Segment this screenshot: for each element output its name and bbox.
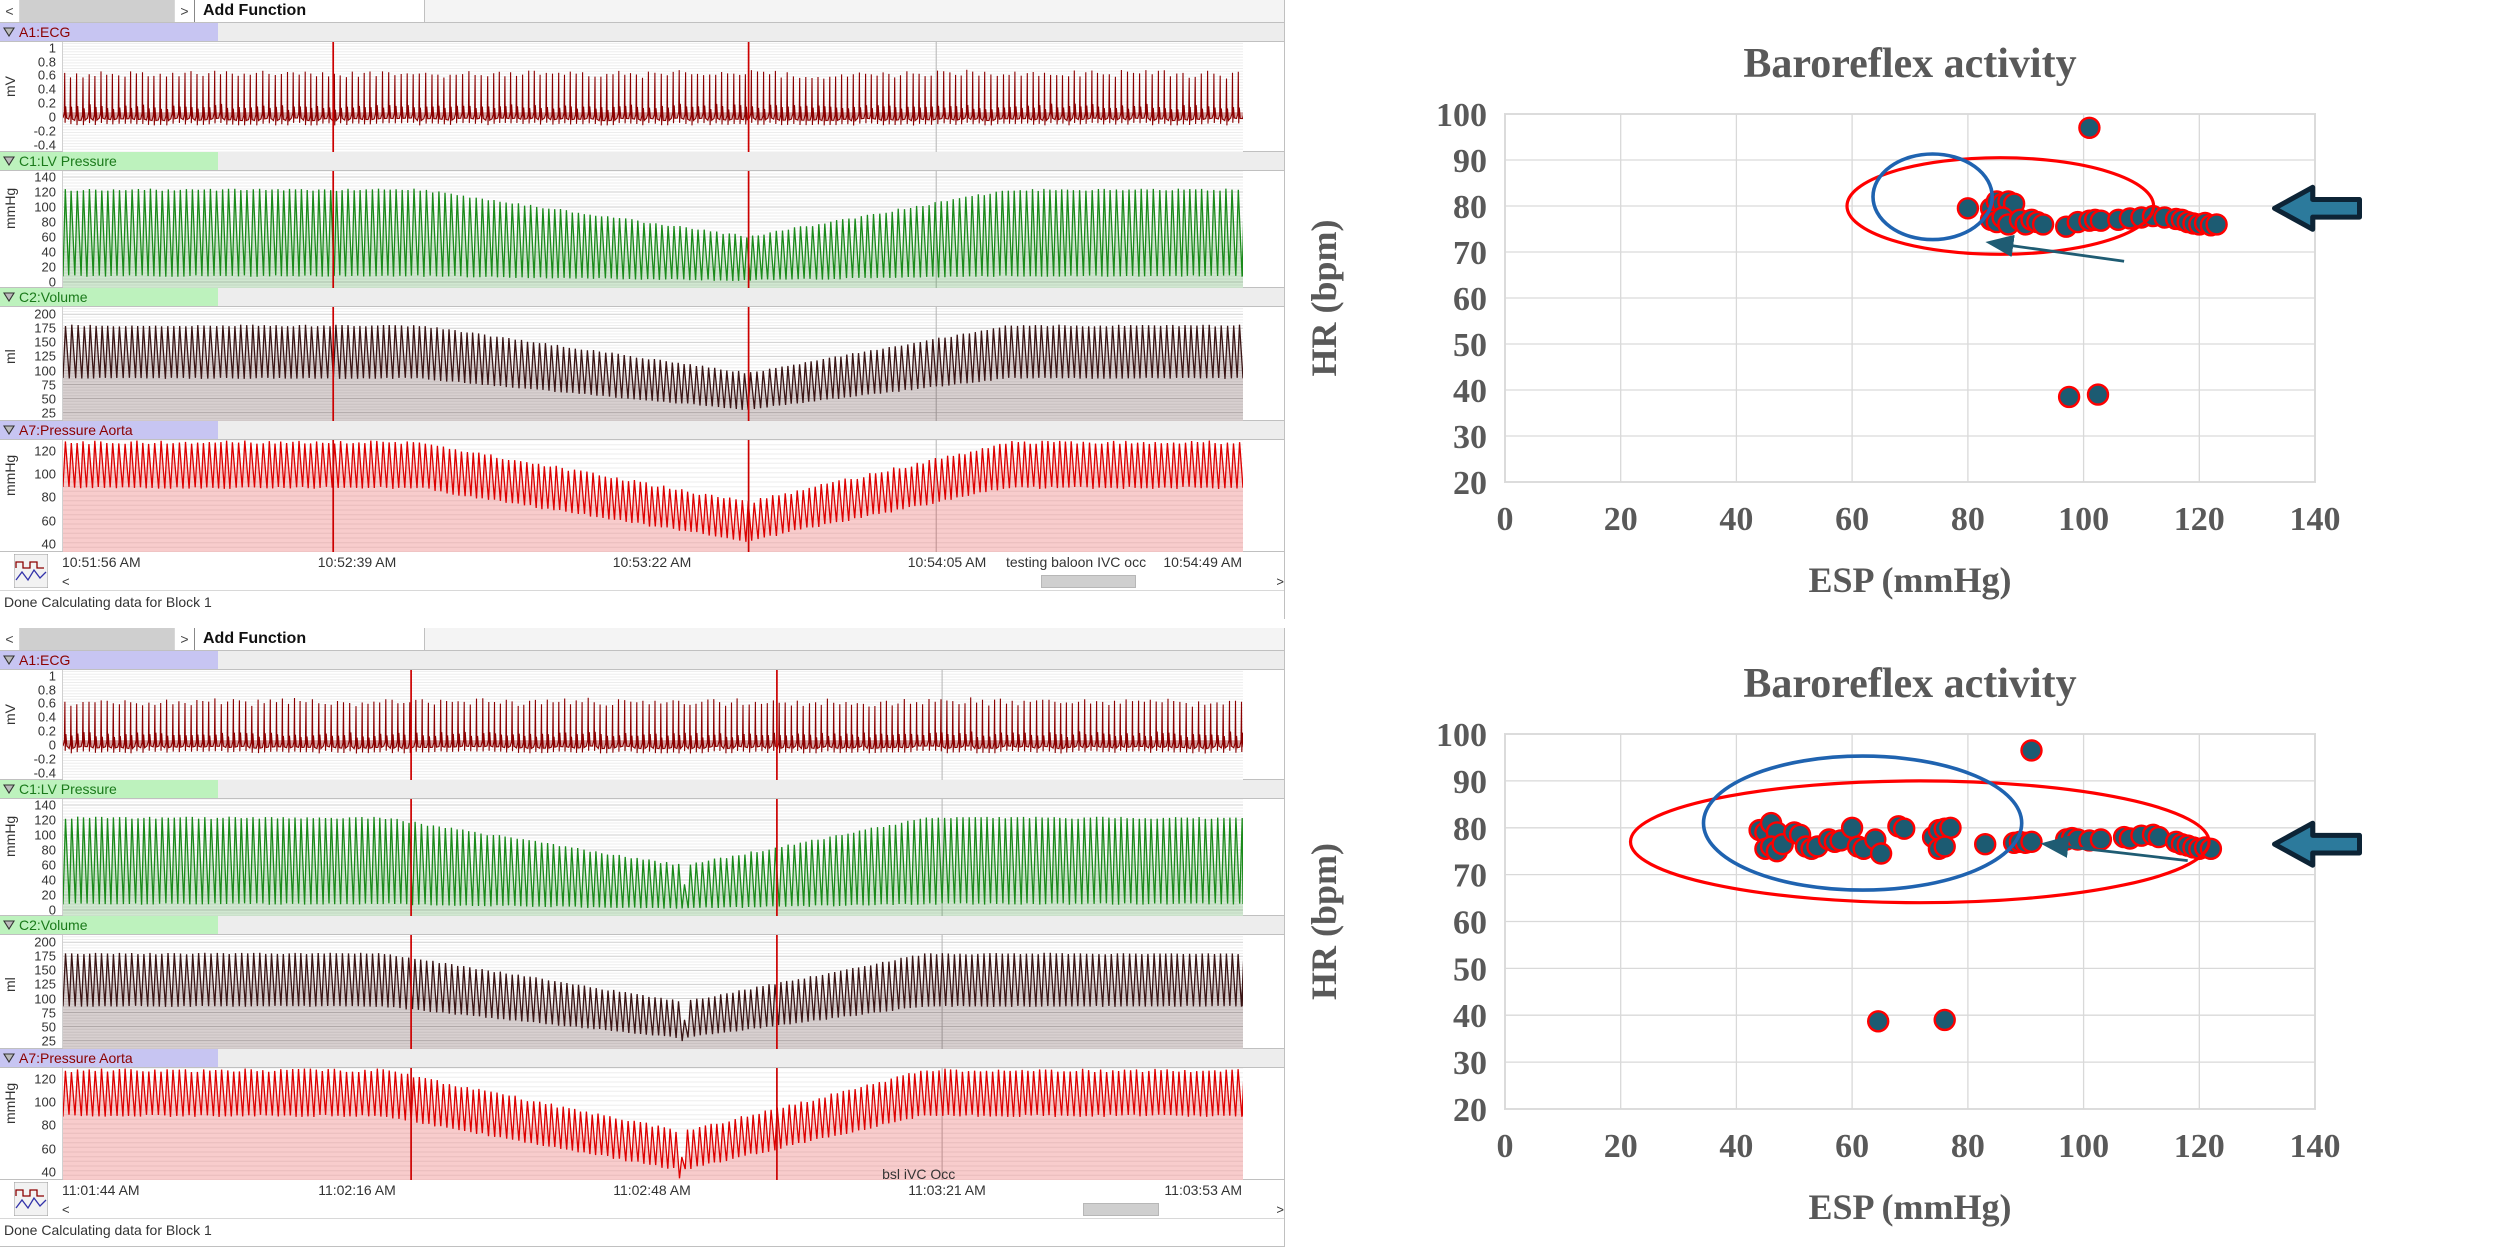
svg-text:20: 20: [1453, 1092, 1487, 1129]
svg-text:80: 80: [1951, 1128, 1985, 1165]
svg-text:40: 40: [1719, 1128, 1753, 1165]
svg-text:20: 20: [1453, 465, 1487, 502]
svg-text:20: 20: [1604, 501, 1638, 538]
svg-text:60: 60: [1453, 281, 1487, 318]
svg-text:50: 50: [1453, 327, 1487, 364]
svg-text:90: 90: [1453, 764, 1487, 801]
svg-text:120: 120: [2174, 1128, 2225, 1165]
svg-text:60: 60: [1835, 1128, 1869, 1165]
svg-text:Baroreflex activity: Baroreflex activity: [1743, 41, 2076, 87]
svg-text:80: 80: [1951, 501, 1985, 538]
svg-text:50: 50: [1453, 951, 1487, 988]
svg-text:40: 40: [1719, 501, 1753, 538]
svg-text:HR (bpm): HR (bpm): [1304, 843, 1344, 1000]
svg-text:ESP (mmHg): ESP (mmHg): [1809, 1187, 2012, 1227]
svg-text:60: 60: [1835, 501, 1869, 538]
svg-text:120: 120: [2174, 501, 2225, 538]
svg-text:100: 100: [1436, 97, 1487, 134]
svg-text:140: 140: [2290, 1128, 2341, 1165]
svg-text:140: 140: [2290, 501, 2341, 538]
svg-text:80: 80: [1453, 189, 1487, 226]
svg-text:30: 30: [1453, 1045, 1487, 1082]
svg-text:HR (bpm): HR (bpm): [1304, 219, 1344, 376]
svg-text:100: 100: [2058, 1128, 2109, 1165]
svg-text:80: 80: [1453, 811, 1487, 848]
svg-text:30: 30: [1453, 419, 1487, 456]
svg-text:100: 100: [1436, 717, 1487, 754]
svg-text:70: 70: [1453, 235, 1487, 272]
svg-text:ESP (mmHg): ESP (mmHg): [1809, 560, 2012, 600]
svg-text:40: 40: [1453, 373, 1487, 410]
svg-text:40: 40: [1453, 998, 1487, 1035]
svg-text:0: 0: [1497, 1128, 1514, 1165]
svg-text:60: 60: [1453, 905, 1487, 942]
svg-text:100: 100: [2058, 501, 2109, 538]
svg-text:20: 20: [1604, 1128, 1638, 1165]
svg-text:90: 90: [1453, 143, 1487, 180]
svg-text:0: 0: [1497, 501, 1514, 538]
svg-text:Baroreflex activity: Baroreflex activity: [1743, 661, 2076, 707]
svg-text:70: 70: [1453, 858, 1487, 895]
